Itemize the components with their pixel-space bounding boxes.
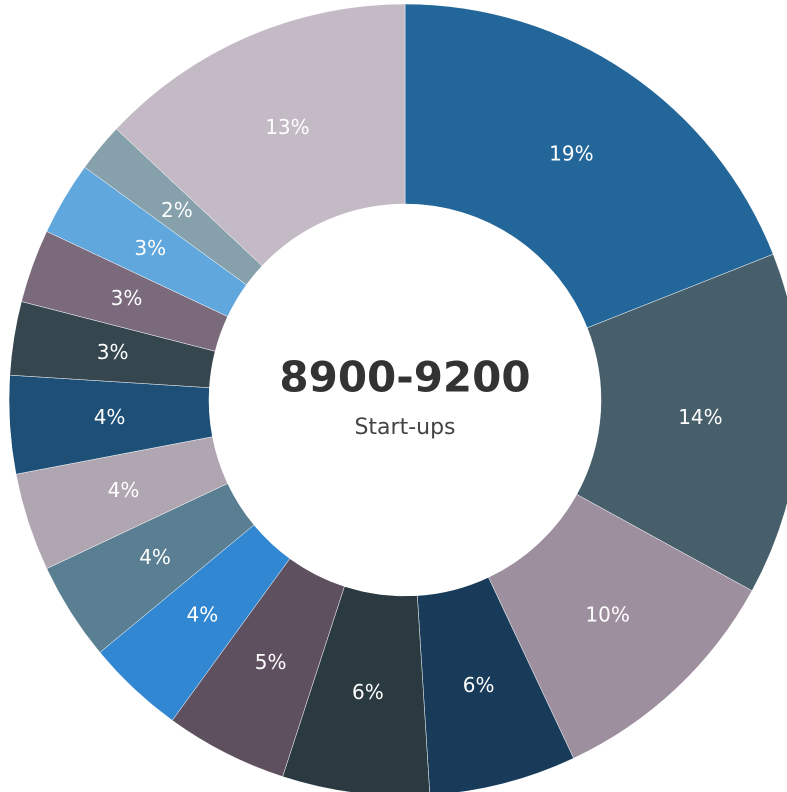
center-subtitle: Start-ups xyxy=(354,415,455,440)
slice-label: 5% xyxy=(255,650,287,674)
slice-label: 4% xyxy=(94,405,126,429)
slice-label: 19% xyxy=(549,142,593,166)
donut-slice xyxy=(115,3,406,267)
donut-slice xyxy=(404,3,774,329)
labels: 19% 14% 10% 6% 6% 5% 4% 4% 4% 4% 3% 3% 3% 2% 13% xyxy=(94,115,723,704)
donut-slice xyxy=(417,577,574,792)
slice-label: 3% xyxy=(111,286,143,310)
slice-label: 14% xyxy=(678,405,722,429)
slice-label: 2% xyxy=(161,198,193,222)
donut-slice xyxy=(576,253,787,592)
slice-label: 4% xyxy=(187,602,219,626)
slice-label: 6% xyxy=(463,673,495,697)
center-title: 8900-9200 xyxy=(279,353,530,402)
slice-label: 3% xyxy=(134,236,166,260)
slice-label: 6% xyxy=(352,680,384,704)
slice-label: 3% xyxy=(97,340,129,364)
slice-label: 10% xyxy=(585,602,629,626)
slice-label: 4% xyxy=(108,478,140,502)
slice-label: 13% xyxy=(265,115,309,139)
slice-label: 4% xyxy=(139,545,171,569)
slices xyxy=(8,3,787,792)
